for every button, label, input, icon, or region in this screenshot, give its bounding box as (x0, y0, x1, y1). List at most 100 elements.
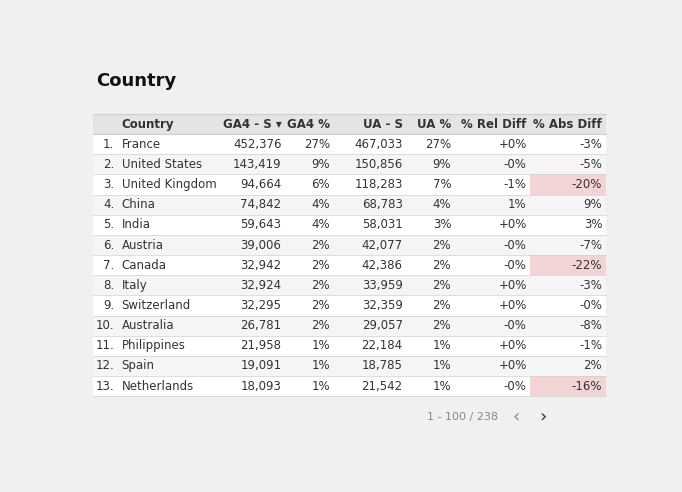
Bar (93, 195, 606, 215)
Text: 18,785: 18,785 (362, 360, 402, 372)
Text: 4%: 4% (311, 198, 330, 211)
Text: 2%: 2% (311, 259, 330, 272)
Text: 1%: 1% (508, 198, 527, 211)
Bar (93, 275, 606, 295)
Text: 21,958: 21,958 (240, 339, 282, 352)
Bar (531, 175, 606, 195)
Bar (93, 134, 606, 154)
Text: -0%: -0% (504, 319, 527, 332)
Text: 27%: 27% (425, 138, 451, 151)
Text: Austria: Austria (121, 239, 164, 251)
Text: 9%: 9% (311, 158, 330, 171)
Text: -0%: -0% (579, 299, 602, 312)
Text: 4%: 4% (311, 218, 330, 231)
Text: 6.: 6. (103, 239, 115, 251)
Bar (93, 235, 606, 255)
Bar (93, 295, 606, 315)
Text: 3%: 3% (432, 218, 451, 231)
Text: Country: Country (95, 72, 176, 91)
Text: 58,031: 58,031 (362, 218, 402, 231)
Text: 3%: 3% (584, 218, 602, 231)
Text: 7%: 7% (432, 178, 451, 191)
Text: 1%: 1% (311, 360, 330, 372)
Text: -0%: -0% (504, 239, 527, 251)
Text: -3%: -3% (579, 279, 602, 292)
Text: 150,856: 150,856 (355, 158, 402, 171)
Text: 452,376: 452,376 (233, 138, 282, 151)
Bar (93, 154, 606, 175)
Text: UA %: UA % (417, 118, 451, 130)
Text: 2%: 2% (311, 279, 330, 292)
Text: 94,664: 94,664 (240, 178, 282, 191)
Text: 2%: 2% (432, 259, 451, 272)
Text: -3%: -3% (579, 138, 602, 151)
Text: -5%: -5% (579, 158, 602, 171)
Text: 4%: 4% (432, 198, 451, 211)
Text: -1%: -1% (579, 339, 602, 352)
Text: 3.: 3. (103, 178, 115, 191)
Text: 1%: 1% (311, 380, 330, 393)
Text: 1%: 1% (311, 339, 330, 352)
Text: 19,091: 19,091 (240, 360, 282, 372)
Text: 21,542: 21,542 (361, 380, 402, 393)
Text: 74,842: 74,842 (240, 198, 282, 211)
Text: 1%: 1% (432, 360, 451, 372)
Bar (93, 215, 606, 235)
Text: +0%: +0% (499, 218, 527, 231)
Bar (93, 356, 606, 376)
Text: -8%: -8% (579, 319, 602, 332)
Text: 5.: 5. (103, 218, 115, 231)
Text: Switzerland: Switzerland (121, 299, 191, 312)
Text: +0%: +0% (499, 339, 527, 352)
Text: 2%: 2% (584, 360, 602, 372)
Text: 13.: 13. (95, 380, 115, 393)
Text: 27%: 27% (303, 138, 330, 151)
Text: 59,643: 59,643 (240, 218, 282, 231)
Text: 68,783: 68,783 (362, 198, 402, 211)
Text: 9.: 9. (103, 299, 115, 312)
Text: 33,959: 33,959 (362, 279, 402, 292)
Text: China: China (121, 198, 155, 211)
Text: % Rel Diff: % Rel Diff (461, 118, 527, 130)
Text: 2%: 2% (311, 239, 330, 251)
Text: -0%: -0% (504, 158, 527, 171)
Text: ‹: ‹ (512, 408, 520, 426)
Text: UA - S: UA - S (363, 118, 402, 130)
Text: 6%: 6% (311, 178, 330, 191)
Text: 143,419: 143,419 (233, 158, 282, 171)
Text: Canada: Canada (121, 259, 166, 272)
Text: 12.: 12. (95, 360, 115, 372)
Text: 10.: 10. (95, 319, 115, 332)
Text: 29,057: 29,057 (361, 319, 402, 332)
Bar (531, 255, 606, 275)
Text: 2%: 2% (432, 239, 451, 251)
Bar (93, 114, 606, 134)
Text: GA4 - S ▾: GA4 - S ▾ (222, 118, 282, 130)
Text: 7.: 7. (103, 259, 115, 272)
Text: 9%: 9% (584, 198, 602, 211)
Text: 1%: 1% (432, 339, 451, 352)
Text: Philippines: Philippines (121, 339, 186, 352)
Text: 2%: 2% (311, 319, 330, 332)
Text: 42,386: 42,386 (361, 259, 402, 272)
Bar (93, 336, 606, 356)
Text: -0%: -0% (504, 259, 527, 272)
Text: 26,781: 26,781 (240, 319, 282, 332)
Text: 2%: 2% (432, 299, 451, 312)
Bar (93, 376, 606, 396)
Text: 32,942: 32,942 (240, 259, 282, 272)
Text: 118,283: 118,283 (355, 178, 402, 191)
Text: +0%: +0% (499, 279, 527, 292)
Text: 2%: 2% (432, 279, 451, 292)
Text: 1.: 1. (103, 138, 115, 151)
Text: 9%: 9% (432, 158, 451, 171)
Text: +0%: +0% (499, 360, 527, 372)
Bar (93, 315, 606, 336)
Text: 2%: 2% (432, 319, 451, 332)
Text: 39,006: 39,006 (241, 239, 282, 251)
Text: 22,184: 22,184 (361, 339, 402, 352)
Text: 1%: 1% (432, 380, 451, 393)
Text: 467,033: 467,033 (355, 138, 402, 151)
Text: Italy: Italy (121, 279, 147, 292)
Text: -1%: -1% (504, 178, 527, 191)
